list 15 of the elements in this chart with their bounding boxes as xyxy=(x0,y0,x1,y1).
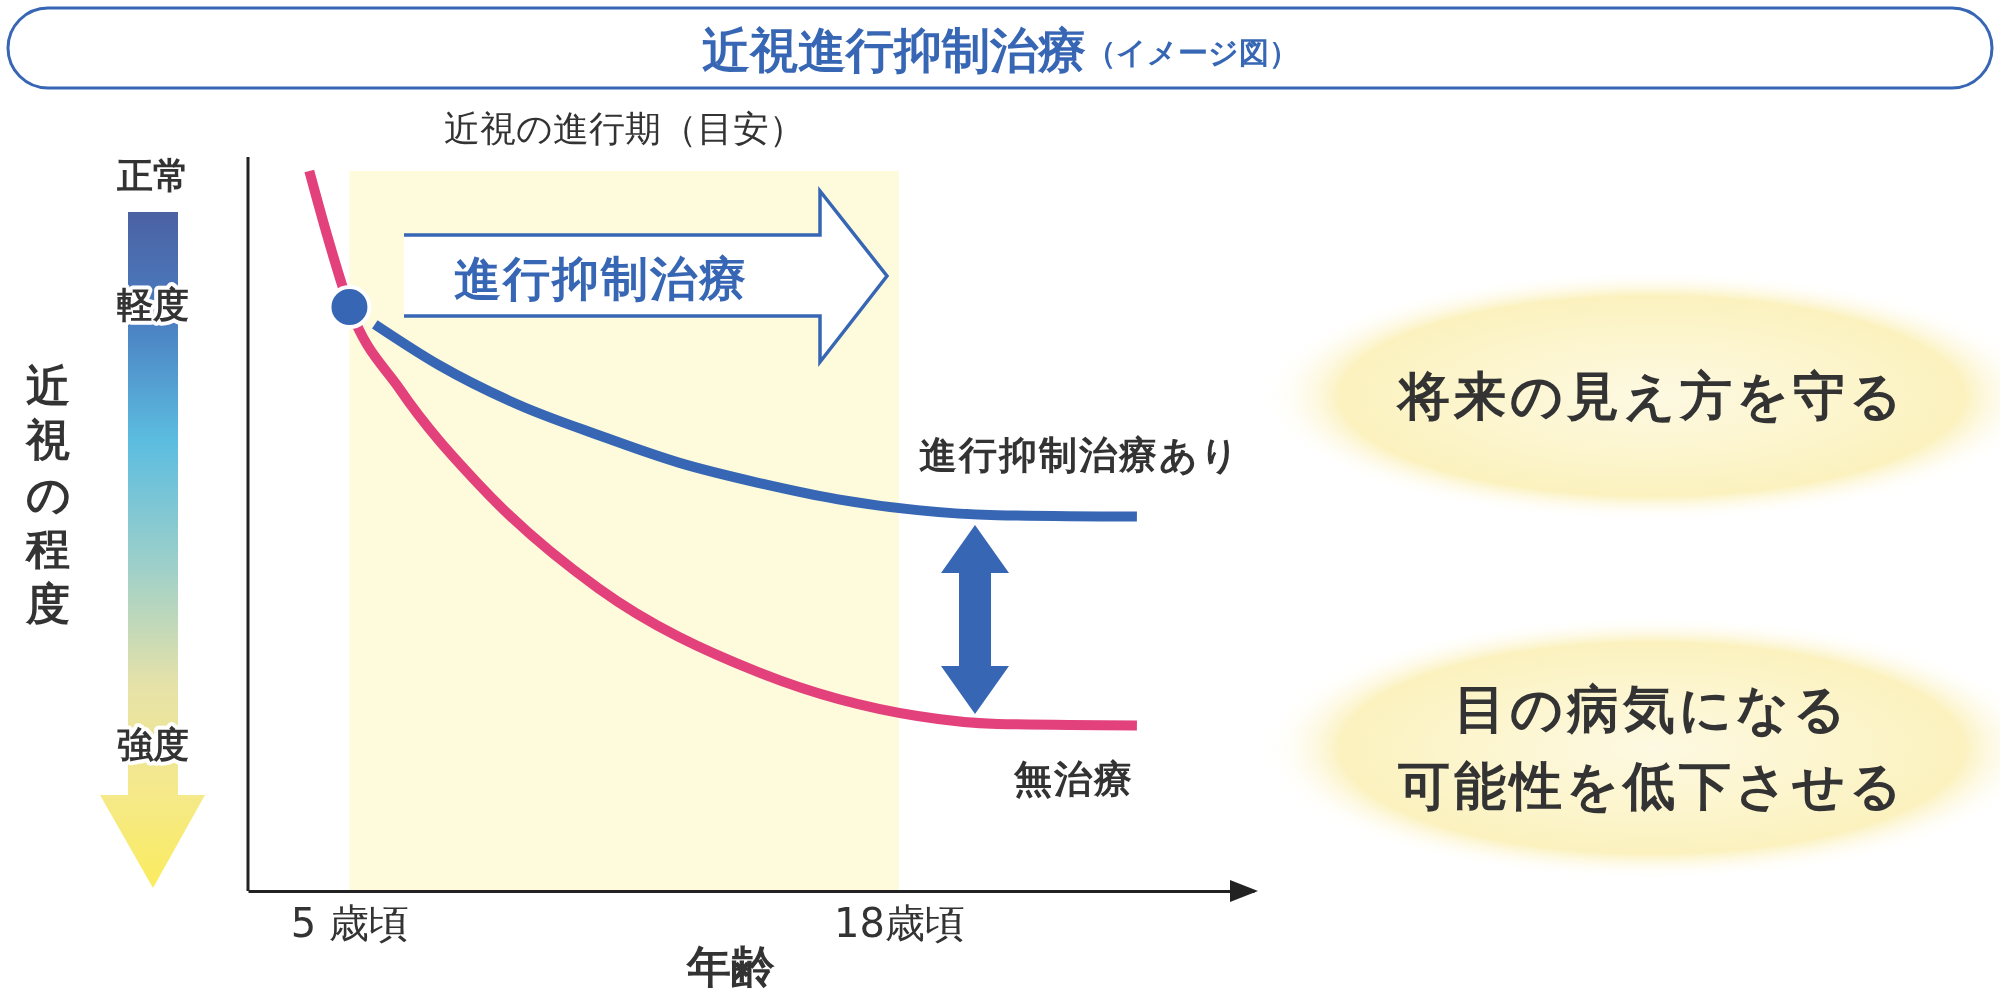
x-tick-label: 5 歳頃 xyxy=(290,900,410,947)
text: 目の病気になる xyxy=(1454,679,1850,739)
x-axis-title: 年齢 xyxy=(686,940,775,992)
annotation: 進行抑制治療 xyxy=(454,250,748,306)
series-label: 進行抑制治療あり xyxy=(918,432,1241,477)
series-label: 無治療 xyxy=(1012,757,1134,802)
text: 可能性を低下させる xyxy=(1397,756,1906,816)
x-tick-label: 18歳頃 xyxy=(833,900,965,947)
y-axis-title: 近視の程度 xyxy=(24,359,71,629)
text: 強度 xyxy=(117,723,189,765)
band-label: 近視の進行期（目安） xyxy=(443,107,805,149)
text: 将来の見え方を守る xyxy=(1396,366,1906,426)
chart-subtitle: （イメージ図） xyxy=(1085,34,1299,70)
text: 正常 xyxy=(117,154,189,196)
chart-title: 近視進行抑制治療 xyxy=(701,22,1086,78)
